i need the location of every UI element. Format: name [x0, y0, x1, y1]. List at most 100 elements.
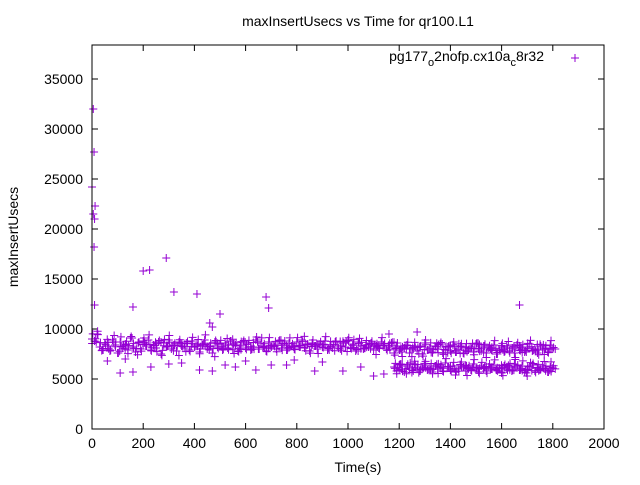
data-point: [407, 368, 416, 377]
data-point: [425, 344, 434, 353]
data-point: [124, 341, 133, 350]
data-point: [306, 349, 315, 358]
data-point: [116, 332, 125, 341]
data-point: [196, 345, 205, 354]
data-point: [318, 358, 327, 366]
data-point: [142, 341, 151, 350]
data-point: [547, 367, 556, 376]
data-point: [413, 360, 422, 369]
data-point: [529, 359, 538, 368]
data-point: [407, 352, 416, 361]
data-point: [513, 338, 522, 347]
data-point: [522, 348, 531, 356]
data-point: [410, 338, 419, 347]
data-point: [137, 347, 146, 356]
data-point: [114, 348, 123, 357]
data-point: [219, 345, 228, 354]
data-point: [180, 344, 189, 352]
data-point: [127, 332, 136, 341]
data-point: [145, 266, 154, 274]
data-point: [498, 339, 507, 348]
data-point: [480, 363, 489, 372]
data-point: [291, 345, 300, 354]
data-point: [228, 335, 237, 344]
data-point: [116, 369, 125, 377]
data-point: [88, 329, 97, 338]
data-point: [421, 336, 430, 345]
data-point: [106, 346, 115, 355]
y-tick-label: 25000: [44, 171, 83, 187]
data-point: [402, 369, 411, 378]
data-point: [89, 105, 98, 113]
data-point: [390, 349, 399, 357]
data-point: [157, 351, 166, 360]
y-tick-label: 20000: [44, 221, 83, 237]
data-point: [271, 337, 280, 346]
data-point: [267, 361, 276, 369]
data-point: [157, 350, 166, 358]
data-point: [439, 350, 448, 359]
data-point: [475, 369, 484, 378]
data-point: [199, 339, 208, 348]
data-point: [421, 357, 430, 366]
data-point: [523, 344, 532, 353]
data-point: [90, 148, 99, 156]
data-point: [260, 339, 269, 348]
data-point: [110, 331, 119, 340]
data-point: [434, 348, 443, 357]
y-axis-label: maxInsertUsecs: [5, 187, 21, 287]
data-point: [241, 357, 250, 365]
data-point: [344, 333, 353, 342]
data-point: [183, 337, 192, 346]
x-tick-label: 1200: [384, 435, 415, 451]
data-point: [160, 335, 169, 344]
data-point: [432, 339, 441, 348]
data-point: [534, 346, 543, 355]
data-point: [419, 352, 428, 361]
data-point: [164, 360, 173, 368]
data-point: [104, 344, 113, 353]
data-point: [470, 355, 479, 364]
data-point: [483, 369, 492, 378]
data-point: [500, 362, 509, 370]
y-tick-label: 35000: [44, 71, 83, 87]
data-point: [434, 369, 443, 378]
data-point: [188, 333, 197, 342]
data-point: [378, 333, 387, 342]
data-point: [232, 338, 241, 347]
data-point: [480, 340, 489, 349]
data-point: [410, 357, 419, 366]
data-point: [549, 361, 558, 370]
data-point: [545, 366, 554, 375]
data-point: [134, 338, 143, 347]
data-point: [273, 341, 282, 350]
data-point: [282, 361, 291, 369]
data-point: [540, 350, 549, 359]
data-point: [384, 330, 393, 338]
data-point: [89, 210, 98, 218]
data-point: [498, 345, 507, 354]
data-point: [321, 340, 330, 349]
data-point: [128, 368, 137, 376]
data-point: [115, 347, 124, 356]
data-point: [262, 347, 271, 356]
data-point: [259, 343, 268, 352]
data-point: [253, 337, 262, 346]
y-tick-label: 15000: [44, 271, 83, 287]
x-tick-label: 400: [183, 435, 207, 451]
data-point: [445, 364, 454, 372]
data-point: [93, 330, 102, 339]
x-tick-label: 0: [88, 435, 96, 451]
data-point: [262, 293, 271, 301]
data-point: [490, 355, 499, 364]
data-point: [409, 345, 418, 353]
data-point: [396, 344, 405, 353]
data-point: [549, 343, 558, 352]
data-point: [224, 341, 233, 350]
data-point: [136, 345, 145, 353]
data-point: [488, 364, 497, 373]
data-point: [252, 333, 261, 342]
data-point: [414, 349, 423, 358]
x-tick-label: 2000: [588, 435, 619, 451]
data-point: [507, 367, 516, 375]
